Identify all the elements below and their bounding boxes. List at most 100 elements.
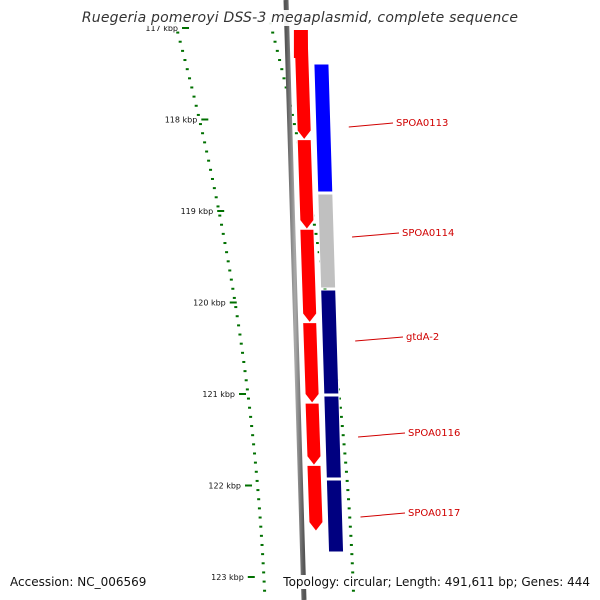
minor-tick (250, 425, 254, 428)
minor-tick (347, 498, 351, 501)
minor-tick (349, 543, 353, 546)
gene-block[interactable] (323, 395, 342, 479)
forward-feature-block (304, 402, 322, 467)
minor-tick (252, 443, 256, 446)
minor-tick (190, 86, 194, 89)
minor-tick (198, 123, 202, 126)
minor-tick (234, 306, 238, 309)
minor-tick (348, 516, 352, 519)
minor-tick (350, 562, 354, 565)
minor-tick (178, 40, 182, 43)
minor-tick (192, 95, 196, 98)
gene-label[interactable]: SPOA0113 (396, 118, 448, 129)
minor-tick (253, 461, 257, 464)
minor-tick (221, 232, 225, 235)
minor-tick (212, 187, 216, 190)
major-tick (247, 576, 255, 578)
gene-label[interactable]: SPOA0116 (408, 428, 460, 439)
gene-label-leader (355, 336, 404, 342)
minor-tick (194, 104, 198, 107)
minor-tick (253, 452, 257, 455)
minor-tick (237, 324, 241, 327)
minor-tick (176, 31, 180, 34)
minor-tick (261, 553, 265, 556)
minor-tick (312, 223, 316, 226)
gene-label-leader (358, 432, 406, 438)
minor-tick (345, 479, 349, 482)
tick-label: 120 kbp (193, 299, 226, 308)
major-tick (217, 210, 225, 212)
minor-tick (262, 580, 266, 583)
minor-tick (256, 489, 260, 492)
minor-tick (185, 68, 189, 71)
major-tick (182, 27, 190, 29)
minor-tick (278, 59, 282, 62)
minor-tick (251, 434, 255, 437)
major-tick (245, 484, 253, 487)
minor-tick (338, 406, 342, 409)
minor-tick (280, 68, 284, 71)
gene-block[interactable] (320, 289, 340, 395)
minor-tick (183, 59, 187, 62)
minor-tick (225, 251, 229, 254)
gene-label[interactable]: SPOA0117 (408, 508, 460, 519)
minor-tick (260, 543, 264, 546)
minor-tick (350, 553, 354, 556)
tick-label: 118 kbp (165, 116, 198, 125)
tick-label: 121 kbp (202, 390, 235, 399)
minor-tick (258, 516, 262, 519)
tick-label: 119 kbp (181, 207, 214, 216)
gene-label[interactable]: gtdA-2 (406, 332, 439, 343)
minor-tick (340, 425, 344, 428)
forward-feature-block (293, 30, 308, 58)
gene-label-leader (360, 512, 406, 518)
backbone (283, 0, 307, 600)
minor-tick (229, 278, 233, 281)
minor-tick (242, 360, 246, 363)
minor-tick (314, 232, 318, 235)
minor-tick (228, 269, 232, 272)
gene-block[interactable] (317, 193, 337, 289)
gene-block[interactable] (313, 63, 334, 193)
backbone-line (283, 0, 307, 600)
minor-tick (232, 296, 236, 299)
minor-tick (343, 452, 347, 455)
minor-tick (257, 507, 261, 510)
gene-block[interactable] (325, 479, 345, 553)
gene-label[interactable]: SPOA0114 (402, 228, 454, 239)
major-tick (201, 118, 209, 121)
minor-tick (257, 498, 261, 501)
gene-track (313, 63, 345, 553)
minor-tick (205, 150, 209, 153)
minor-tick (344, 470, 348, 473)
minor-tick (245, 388, 249, 391)
minor-tick (348, 525, 352, 528)
minor-tick (241, 351, 245, 354)
minor-tick (271, 31, 275, 34)
major-tick (239, 393, 247, 395)
minor-tick (238, 333, 242, 336)
map-title: Ruegeria pomeroyi DSS-3 megaplasmid, com… (0, 10, 600, 26)
forward-feature-block (302, 322, 320, 404)
minor-tick (294, 132, 298, 135)
tick-label: 117 kbp (145, 24, 178, 33)
minor-tick (220, 223, 224, 226)
minor-tick (203, 141, 207, 144)
minor-tick (316, 242, 320, 245)
forward-strand-track (293, 30, 324, 533)
tick-label: 122 kbp (208, 482, 241, 491)
minor-tick (201, 132, 205, 135)
minor-tick (344, 461, 348, 464)
minor-tick (347, 507, 351, 510)
minor-tick (290, 113, 294, 116)
forward-feature-block (306, 464, 324, 533)
minor-tick (275, 49, 279, 52)
gene-labels: SPOA0113 SPOA0114 gtdA-2 SPOA0116 SPOA0117 (348, 118, 460, 519)
minor-tick (209, 168, 213, 171)
minor-tick (214, 196, 218, 199)
gene-label-leader (348, 122, 394, 128)
minor-tick (181, 49, 185, 52)
accession-text: Accession: NC_006569 (10, 575, 147, 589)
